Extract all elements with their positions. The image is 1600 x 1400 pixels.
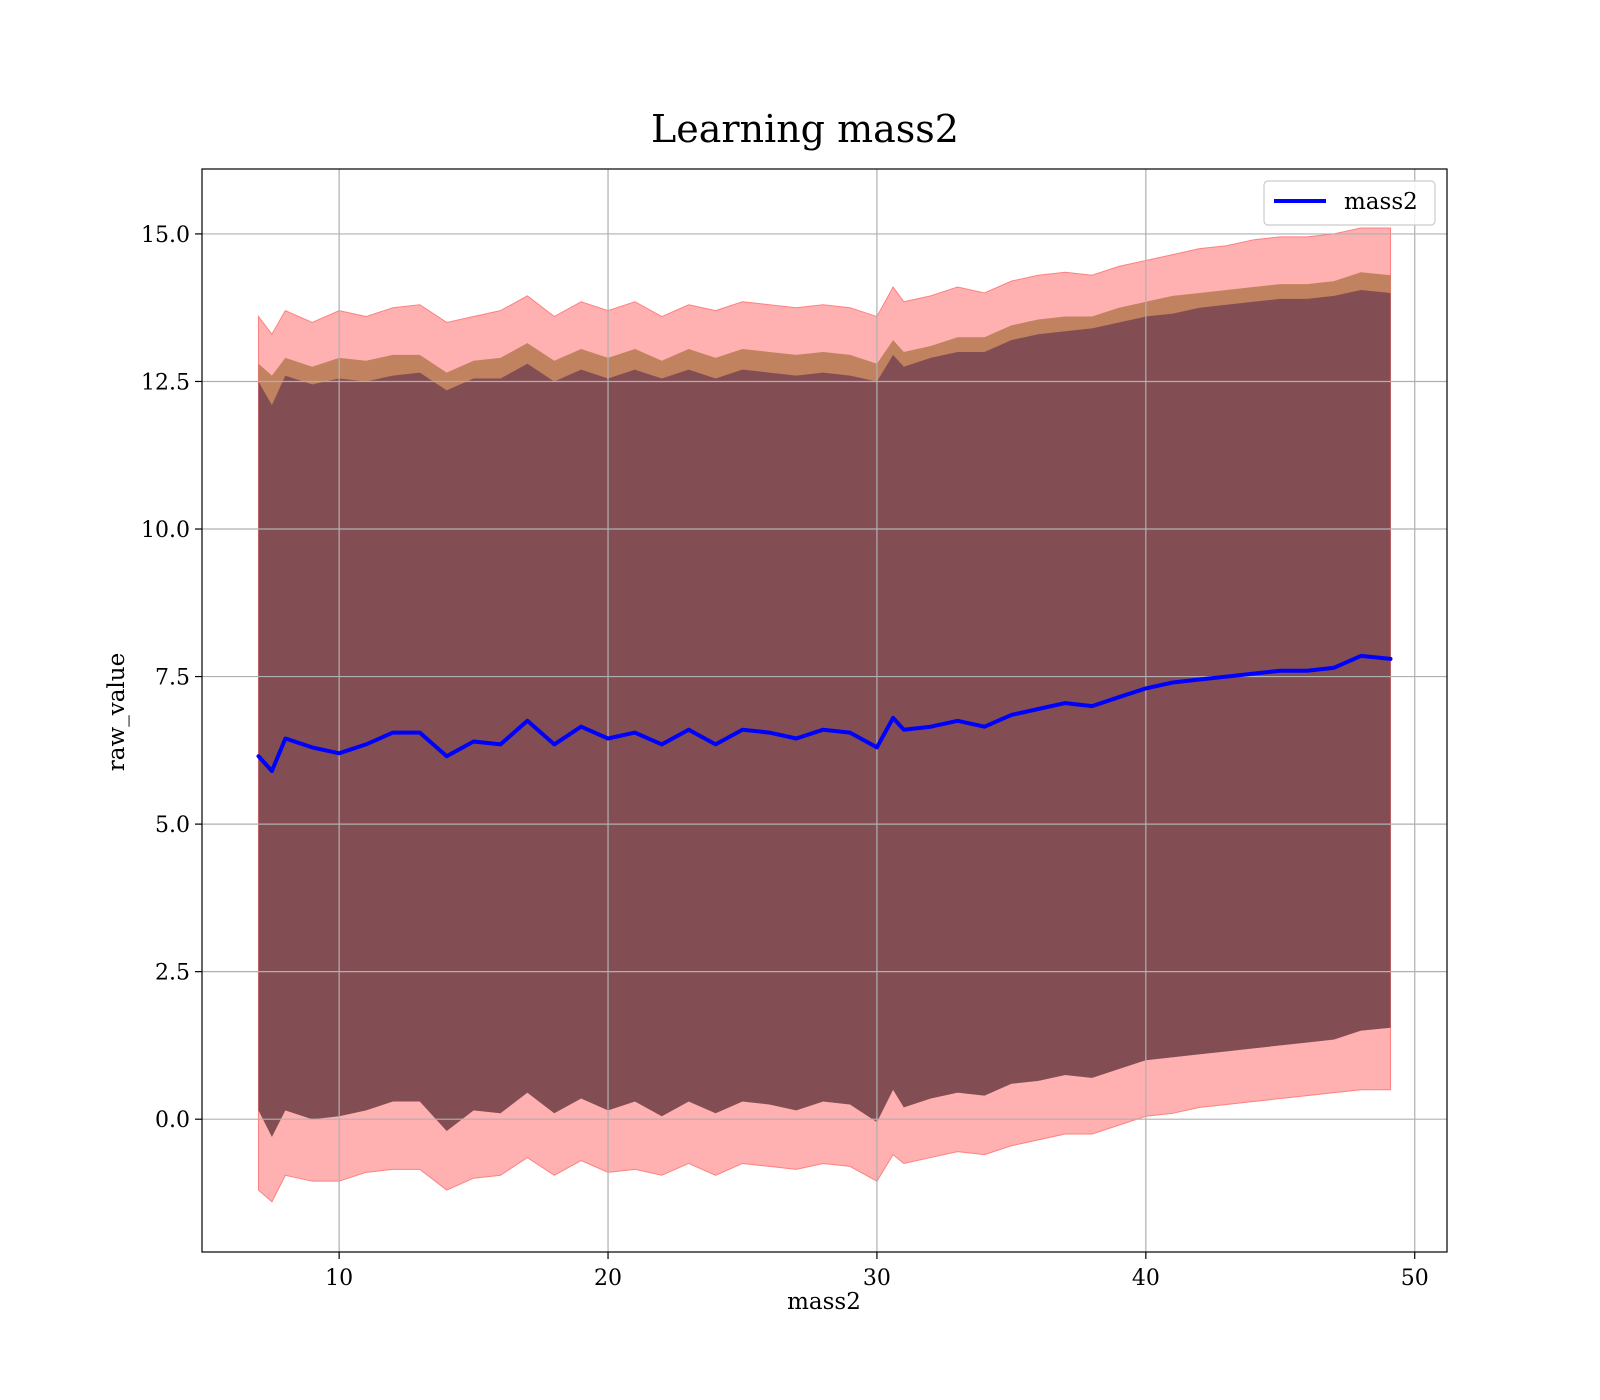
x-axis-ticks: 10 20 30 40 50 bbox=[325, 1252, 1429, 1291]
grid-lines bbox=[202, 169, 1447, 1252]
y-tick-label: 7.5 bbox=[155, 666, 190, 691]
confidence-bands bbox=[257, 227, 1392, 1203]
y-axis-ticks: 0.0 2.5 5.0 7.5 10.0 12.5 15.0 bbox=[141, 223, 202, 1133]
y-axis-label: raw_value bbox=[104, 653, 130, 771]
x-tick-label: 10 bbox=[325, 1266, 353, 1291]
y-tick-label: 12.5 bbox=[141, 370, 190, 395]
x-tick-label: 40 bbox=[1132, 1266, 1160, 1291]
chart-title: Learning mass2 bbox=[651, 107, 959, 151]
y-tick-label: 2.5 bbox=[155, 961, 190, 986]
plot-area bbox=[201, 168, 1448, 1253]
band-inner bbox=[258, 289, 1391, 1137]
legend-label-mass2: mass2 bbox=[1344, 189, 1418, 215]
plot-frame bbox=[201, 168, 1448, 1253]
y-tick-label: 5.0 bbox=[155, 813, 190, 838]
y-tick-label: 15.0 bbox=[141, 223, 190, 248]
x-tick-label: 50 bbox=[1401, 1266, 1429, 1291]
legend: mass2 bbox=[1263, 180, 1436, 226]
x-tick-label: 30 bbox=[863, 1266, 891, 1291]
x-axis-label: mass2 bbox=[787, 1289, 861, 1315]
x-tick-label: 20 bbox=[594, 1266, 622, 1291]
series-line-mass2 bbox=[256, 653, 1393, 773]
y-tick-label: 0.0 bbox=[155, 1108, 190, 1133]
y-tick-label: 10.0 bbox=[141, 518, 190, 543]
legend-box bbox=[1263, 180, 1436, 226]
